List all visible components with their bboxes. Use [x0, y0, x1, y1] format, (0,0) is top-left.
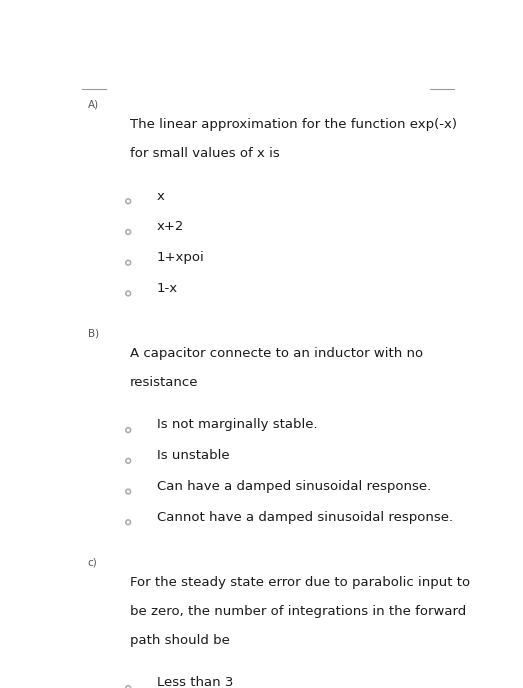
Text: x+2: x+2 — [156, 220, 184, 233]
Text: c): c) — [88, 557, 97, 567]
Text: Is not marginally stable.: Is not marginally stable. — [156, 418, 317, 431]
Text: path should be: path should be — [130, 634, 230, 647]
Text: resistance: resistance — [130, 376, 199, 389]
Text: x: x — [156, 190, 164, 202]
Text: Can have a damped sinusoidal response.: Can have a damped sinusoidal response. — [156, 480, 431, 493]
Text: A): A) — [88, 100, 99, 109]
Text: be zero, the number of integrations in the forward: be zero, the number of integrations in t… — [130, 605, 467, 618]
Text: The linear approximation for the function exp(-x): The linear approximation for the functio… — [130, 118, 457, 131]
Text: A capacitor connecte to an inductor with no: A capacitor connecte to an inductor with… — [130, 347, 423, 360]
Text: Cannot have a damped sinusoidal response.: Cannot have a damped sinusoidal response… — [156, 510, 453, 524]
Text: For the steady state error due to parabolic input to: For the steady state error due to parabo… — [130, 576, 470, 589]
Text: Less than 3: Less than 3 — [156, 676, 233, 688]
Text: 1+xpoi: 1+xpoi — [156, 251, 204, 264]
Text: Is unstable: Is unstable — [156, 449, 229, 462]
Text: 1-x: 1-x — [156, 282, 178, 294]
Text: for small values of x is: for small values of x is — [130, 147, 280, 160]
Text: B): B) — [88, 328, 99, 338]
